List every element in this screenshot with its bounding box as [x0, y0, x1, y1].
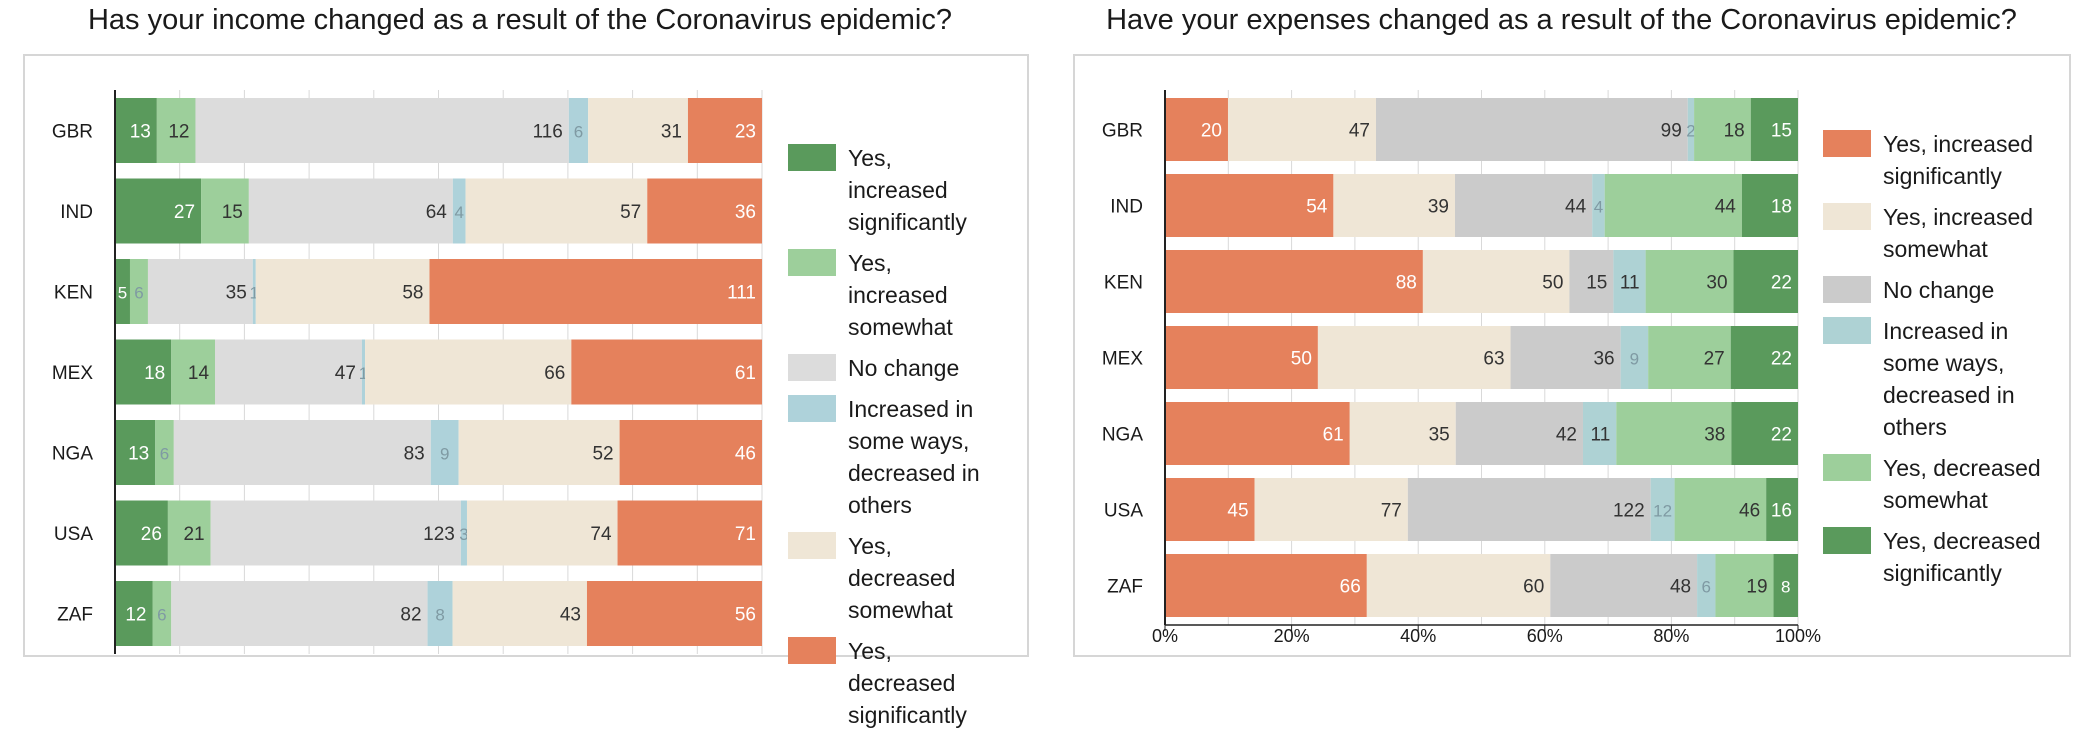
legend-label: Yes, increased	[848, 250, 948, 308]
legend-swatch	[1823, 276, 1871, 303]
legend-item: Yes, increased somewhat	[788, 247, 998, 343]
legend-item: Yes, decreased somewhat	[1823, 452, 2053, 516]
legend-label: significantly	[1883, 163, 2002, 189]
legend-label: significantly	[848, 702, 967, 728]
legend-label: others	[1883, 414, 1947, 440]
legend-label: Yes, increased	[848, 145, 948, 203]
legend-item: Yes, increased somewhat	[1823, 201, 2053, 265]
legend-label: Increased in	[848, 396, 974, 422]
legend-swatch	[1823, 527, 1871, 554]
legend-label: Increased in	[1883, 318, 2009, 344]
legend-label: Yes, decreased	[848, 533, 956, 591]
legend-swatch	[1823, 130, 1871, 157]
legend-label: others	[848, 492, 912, 518]
legend-label: decreased in	[848, 460, 980, 486]
expenses-chart-title: Have your expenses changed as a result o…	[1106, 4, 2017, 36]
legend-label: No change	[1883, 277, 1995, 303]
legend-label: Yes, decreased	[1883, 528, 2041, 554]
legend-label: Yes, decreased	[1883, 455, 2041, 481]
legend-label: No change	[848, 355, 960, 381]
income-chart-title: Has your income changed as a result of t…	[87, 4, 952, 36]
legend-label: Yes, increased	[1883, 204, 2034, 230]
legend-item: Yes, decreased significantly	[788, 635, 998, 731]
legend-swatch	[788, 249, 836, 276]
legend-label: somewhat	[1883, 487, 1988, 513]
legend-swatch	[1823, 454, 1871, 481]
legend-item: No change	[1823, 274, 2053, 306]
legend-swatch	[1823, 203, 1871, 230]
legend-swatch	[1823, 317, 1871, 344]
legend-item: Yes, increased significantly	[1823, 128, 2053, 192]
legend-item: No change	[788, 352, 998, 384]
legend-label: somewhat	[848, 314, 953, 340]
legend-label: some ways,	[1883, 350, 2005, 376]
legend-item: Yes, decreased somewhat	[788, 530, 998, 626]
legend-label: some ways,	[848, 428, 970, 454]
legend-item: Increased in some ways, decreased in others	[788, 393, 998, 521]
legend-label: somewhat	[1883, 236, 1988, 262]
legend-swatch	[788, 395, 836, 422]
legend-item: Yes, increased significantly	[788, 142, 998, 238]
legend-item: Yes, decreased significantly	[1823, 525, 2053, 589]
legend-label: somewhat	[848, 597, 953, 623]
legend-label: significantly	[848, 209, 967, 235]
legend-swatch	[788, 637, 836, 664]
legend-item: Increased in some ways, decreased in others	[1823, 315, 2053, 443]
legend-label: Yes, increased	[1883, 131, 2034, 157]
legend-swatch	[788, 144, 836, 171]
legend-label: significantly	[1883, 560, 2002, 586]
legend-label: Yes, decreased	[848, 638, 956, 696]
legend-swatch	[788, 532, 836, 559]
legend-label: decreased in	[1883, 382, 2015, 408]
expenses-legend: Yes, increased significantly Yes, increase…	[1823, 128, 2053, 598]
income-legend: Yes, increased significantly Yes, increase…	[788, 142, 998, 740]
legend-swatch	[788, 354, 836, 381]
